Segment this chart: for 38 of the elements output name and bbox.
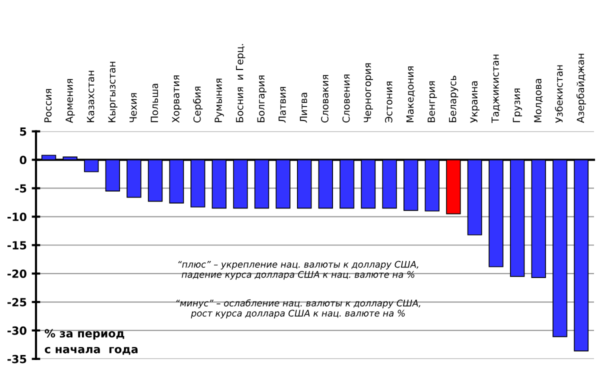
x-tick-label: Латвия xyxy=(278,87,286,123)
x-tick-label: Россия xyxy=(44,89,52,122)
x-tick-label: Кыргызстан xyxy=(108,62,118,122)
x-tick-label: Казахстан xyxy=(86,70,94,122)
y-tick-label: -10 xyxy=(8,212,26,222)
x-tick-label: Румыния xyxy=(214,78,224,122)
x-tick-label: Словакия xyxy=(321,75,328,122)
x-tick-label: Польша xyxy=(150,84,158,122)
y-tick-label: -30 xyxy=(8,326,26,335)
x-tick-label: Словения xyxy=(342,74,350,122)
x-tick-label: Черногория xyxy=(364,63,373,122)
x-tick-label: Литва xyxy=(300,92,308,123)
x-tick-label: Венгрия xyxy=(428,81,437,122)
y-tick-label: -25 xyxy=(8,298,26,306)
y-tick-label: -15 xyxy=(8,241,26,250)
x-tick-label: Македония xyxy=(406,66,415,122)
y-tick-label: 5 xyxy=(20,127,26,136)
x-tick-label: Таджикистан xyxy=(492,54,500,124)
y-tick-label: 0 xyxy=(20,156,26,164)
x-tick-label: Босния и Герц. xyxy=(236,44,246,122)
y-tick-label: -35 xyxy=(8,354,26,364)
annotation: “плюс” – укрепление нац. валюты к доллару США, падение курса доллара США к нац. валюте на % xyxy=(178,260,418,280)
x-tick-label: Украина xyxy=(470,81,480,123)
x-tick-label: Армения xyxy=(66,79,75,123)
x-tick-label: Узбекистан xyxy=(555,65,563,123)
x-tick-label: Чехия xyxy=(130,93,137,122)
x-tick-label: Болгария xyxy=(257,76,266,122)
annotation: “минус” – ослабление нац. валюты к доллару США, рост курса доллара США к нац. валюте на % xyxy=(176,299,420,318)
x-tick-label: Молдова xyxy=(534,78,543,122)
y-tick-label: -20 xyxy=(8,270,26,278)
annotation: % за период с начала года xyxy=(44,329,138,355)
x-tick-label: Беларусь xyxy=(449,76,458,122)
x-tick-label: Грузия xyxy=(512,88,522,122)
x-tick-label: Эстония xyxy=(385,82,392,122)
y-tick-label: -5 xyxy=(15,184,26,193)
x-tick-label: Сербия xyxy=(193,86,203,122)
x-tick-label: Азербайджан xyxy=(576,54,586,123)
x-tick-label: Хорватия xyxy=(172,76,182,123)
